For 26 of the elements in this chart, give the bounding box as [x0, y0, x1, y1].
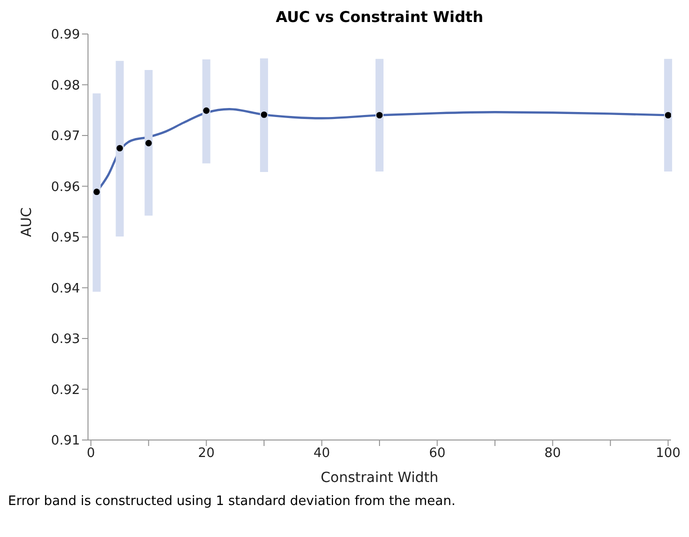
point [376, 112, 383, 118]
y-tick-label: 0.92 [51, 382, 80, 398]
y-tick-label: 0.93 [51, 332, 80, 348]
y-tick-label: 0.91 [51, 434, 80, 449]
point [664, 112, 671, 118]
chart-title: AUC vs Constraint Width [274, 8, 484, 26]
y-tick-label: 0.99 [51, 28, 80, 43]
x-tick-label: 40 [314, 446, 330, 462]
y-tick-label: 0.98 [51, 78, 80, 94]
x-tick-label: 100 [656, 446, 681, 462]
y-tick-label: 0.94 [51, 281, 80, 296]
text: Error band is constructed using 1 standard deviation from the mean. [8, 494, 456, 509]
x-tick-label: 0 [86, 446, 96, 462]
y-tick-label: 0.97 [51, 129, 80, 144]
y-tick-label: 0.95 [51, 230, 80, 246]
point [260, 111, 268, 118]
point [116, 144, 123, 152]
x-tick-label: 20 [198, 446, 215, 462]
point [145, 140, 152, 146]
y-tick-label: 0.96 [51, 180, 80, 195]
x-tick-label: 60 [428, 446, 446, 462]
x-axis-title: Constraint Width [320, 470, 438, 486]
x-tick-label: 80 [544, 446, 561, 462]
y-axis-title: AUC [18, 207, 35, 237]
point [93, 188, 100, 196]
point [203, 107, 210, 114]
